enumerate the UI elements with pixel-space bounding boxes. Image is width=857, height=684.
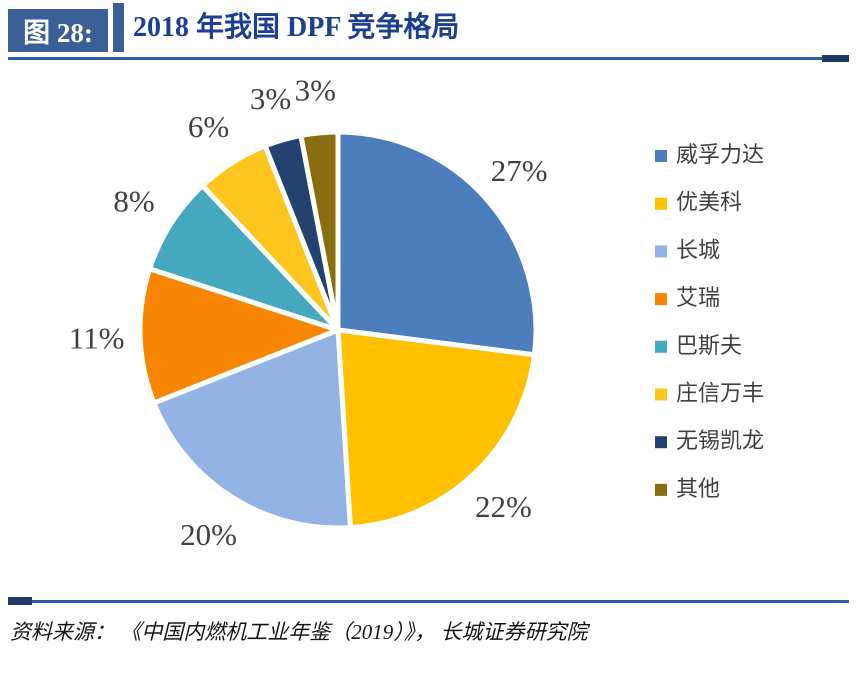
legend-item-艾瑞: 艾瑞 bbox=[655, 285, 720, 310]
legend-label-长城: 长城 bbox=[676, 237, 720, 262]
pie-data-label-其他: 3% bbox=[295, 72, 336, 107]
legend-swatch-长城 bbox=[655, 245, 667, 258]
pie-slice-优美科 bbox=[335, 327, 538, 531]
legend-item-巴斯夫: 巴斯夫 bbox=[655, 333, 742, 358]
pie-data-label-艾瑞: 11% bbox=[69, 320, 125, 355]
legend-swatch-艾瑞 bbox=[655, 293, 667, 306]
footer-rule bbox=[8, 600, 849, 603]
header-rule bbox=[8, 57, 849, 60]
pie-slice-长城 bbox=[150, 326, 354, 531]
legend-item-优美科: 优美科 bbox=[655, 190, 742, 215]
figure-label-box: 图 28: bbox=[8, 9, 108, 52]
legend-item-其他: 其他 bbox=[655, 476, 720, 501]
legend-label-优美科: 优美科 bbox=[676, 190, 742, 215]
pie-data-label-无锡凯龙: 3% bbox=[250, 81, 291, 116]
legend-label-其他: 其他 bbox=[676, 476, 720, 501]
figure-label: 图 28: bbox=[23, 18, 93, 48]
legend-label-庄信万丰: 庄信万丰 bbox=[676, 381, 764, 406]
pie-data-label-优美科: 22% bbox=[475, 489, 532, 524]
legend-item-无锡凯龙: 无锡凯龙 bbox=[655, 428, 764, 453]
legend-label-巴斯夫: 巴斯夫 bbox=[676, 333, 742, 358]
legend-item-长城: 长城 bbox=[655, 237, 720, 262]
title-accent-bar bbox=[113, 3, 124, 52]
legend-swatch-无锡凯龙 bbox=[655, 436, 667, 449]
footer-rule-tip bbox=[8, 597, 32, 605]
pie-data-label-巴斯夫: 8% bbox=[113, 183, 154, 218]
pie-slice-威孚力达 bbox=[335, 129, 539, 358]
legend-swatch-其他 bbox=[655, 483, 667, 496]
legend-label-无锡凯龙: 无锡凯龙 bbox=[676, 428, 764, 453]
legend-item-威孚力达: 威孚力达 bbox=[655, 142, 764, 167]
legend-swatch-优美科 bbox=[655, 197, 667, 210]
pie-chart-svg: 27% 22% 20% 11% 8% 6% 3% 3% 威孚力达优美科长城艾瑞巴斯夫庄信万丰无锡… bbox=[69, 72, 764, 552]
figure-title: 2018 年我国 DPF 竞争格局 bbox=[133, 12, 460, 43]
legend-swatch-威孚力达 bbox=[655, 150, 667, 162]
legend-item-庄信万丰: 庄信万丰 bbox=[655, 381, 764, 406]
pie-data-label-长城: 20% bbox=[180, 517, 237, 552]
legend-swatch-庄信万丰 bbox=[655, 388, 667, 401]
source-note: 资料来源： 《中国内燃机工业年鉴（2019）》， 长城证券研究院 bbox=[10, 620, 588, 644]
legend-label-艾瑞: 艾瑞 bbox=[676, 285, 720, 310]
pie-data-label-庄信万丰: 6% bbox=[188, 109, 229, 144]
header-rule-tip bbox=[822, 55, 849, 62]
pie-data-label-威孚力达: 27% bbox=[491, 153, 548, 188]
legend-label-威孚力达: 威孚力达 bbox=[676, 142, 764, 167]
legend-swatch-巴斯夫 bbox=[655, 340, 667, 353]
pie-slice-其他 bbox=[297, 129, 341, 331]
pie-slice-艾瑞 bbox=[137, 265, 346, 407]
